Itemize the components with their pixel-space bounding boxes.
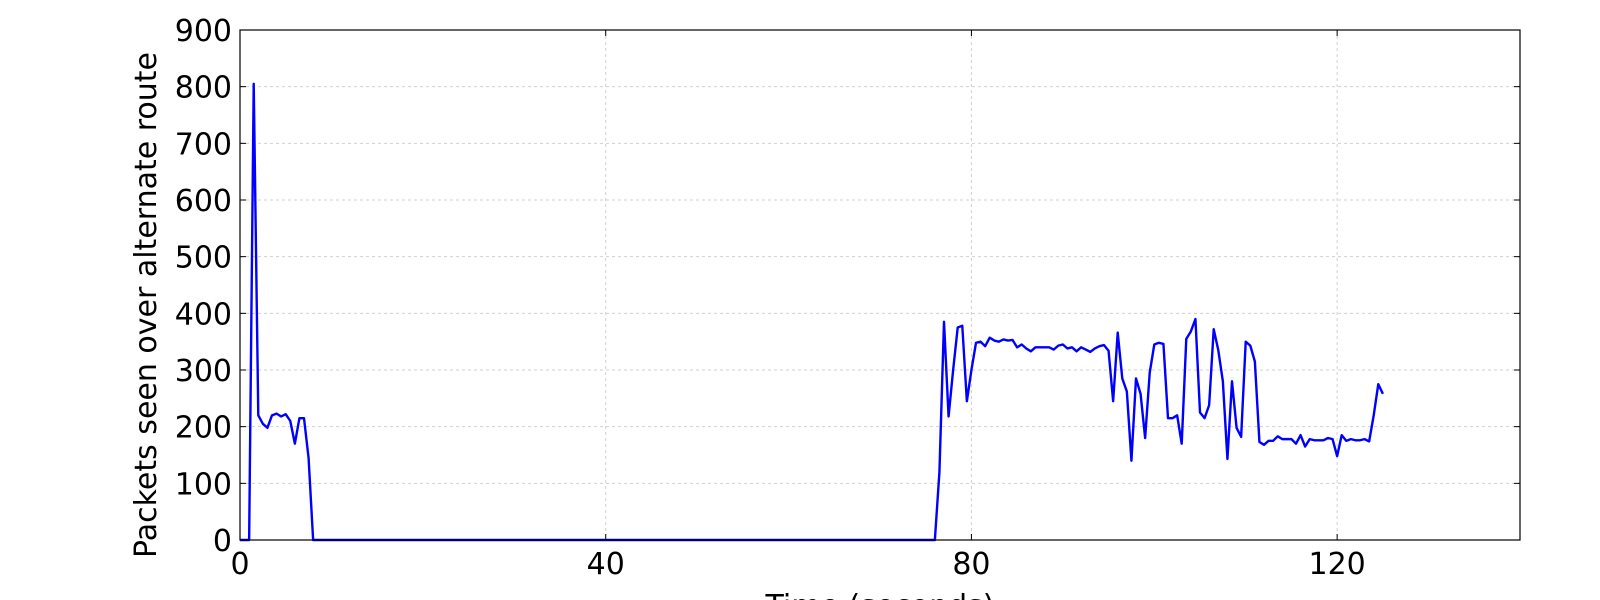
y-tick-label: 100 [175,467,232,502]
plot-frame [239,29,1521,541]
y-tick-label: 600 [175,184,232,219]
x-tick-label: 40 [587,547,625,582]
x-axis-label: Time (seconds) [765,589,995,600]
y-tick-label: 900 [175,14,232,49]
y-tick-label: 500 [175,241,232,276]
y-tick-label: 800 [175,71,232,106]
tick-marks [239,29,1520,541]
y-tick-label: 0 [213,524,232,559]
x-tick-label: 80 [952,547,990,582]
grid-lines [239,29,1520,541]
y-tick-label: 700 [175,127,232,162]
y-tick-label: 300 [175,354,232,389]
y-tick-label: 400 [175,297,232,332]
x-tick-label: 0 [230,547,249,582]
y-tick-label: 200 [175,411,232,446]
y-axis-label: Packets seen over alternate route [129,52,164,558]
y-tick-labels: 0 100 200 300 400 500 600 700 800 900 [175,14,232,559]
x-tick-labels: 0 40 80 120 [230,547,1365,582]
series-line [240,82,1384,542]
x-tick-label: 120 [1309,547,1366,582]
series-group [240,82,1384,542]
